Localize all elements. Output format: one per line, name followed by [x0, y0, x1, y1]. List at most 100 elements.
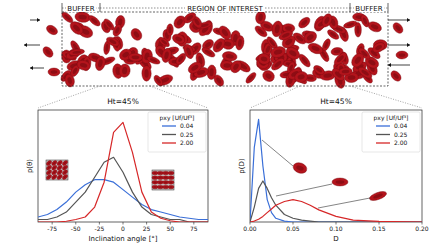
cell — [45, 23, 59, 36]
connector — [150, 86, 208, 108]
cell-dimple — [161, 39, 168, 46]
divider — [62, 3, 63, 12]
cell — [68, 19, 86, 37]
cell-body — [294, 70, 309, 84]
cell-dimple — [53, 166, 57, 169]
cell-body — [62, 174, 69, 181]
cell-dimple — [295, 35, 304, 43]
cell-dimple — [324, 41, 330, 49]
cell — [41, 45, 55, 59]
pointer-arrow — [262, 140, 293, 166]
cell-dimple — [79, 62, 87, 68]
cell-dimple — [221, 28, 229, 37]
cell-dimple — [159, 177, 162, 179]
cell — [146, 55, 161, 66]
cell — [105, 35, 121, 48]
cell — [269, 45, 287, 59]
cell — [331, 47, 344, 56]
cell-dimple — [63, 175, 67, 178]
cell — [168, 181, 174, 185]
cell-body — [146, 55, 161, 66]
cell — [182, 11, 198, 26]
cell-body — [163, 176, 169, 180]
cell — [391, 21, 405, 35]
cell-body — [257, 52, 272, 66]
cell-dimple — [336, 54, 345, 63]
cell — [307, 41, 325, 55]
cell-dimple — [362, 17, 368, 25]
inset-frame — [46, 160, 68, 180]
cell-body — [129, 26, 144, 42]
cell-body — [105, 35, 121, 48]
cell-dimple — [281, 32, 290, 39]
cell — [271, 20, 284, 38]
cell — [244, 71, 257, 85]
cell-dimple — [215, 41, 223, 50]
legend: pxy [Uf/Uf³]0.040.252.00 — [148, 112, 206, 152]
cell-body — [297, 15, 312, 30]
cell-body — [142, 66, 151, 82]
cell-dimple — [300, 19, 308, 26]
cell-dimple — [342, 70, 350, 74]
legend-box — [148, 112, 206, 152]
cell — [321, 38, 332, 52]
cell-dimple — [224, 41, 232, 47]
connector — [250, 86, 300, 108]
cell — [48, 68, 60, 76]
cell-dimple — [257, 28, 265, 36]
legend-swatch — [162, 125, 176, 126]
cell — [129, 26, 144, 42]
x-tick-label: 0.20 — [415, 225, 429, 232]
cell-dimple — [169, 172, 172, 174]
cell-dimple — [44, 48, 51, 55]
cell — [366, 20, 383, 34]
cell — [171, 32, 186, 45]
cell-body — [87, 14, 102, 28]
cell — [174, 52, 188, 67]
shape-icons — [262, 140, 388, 208]
cell-body — [355, 22, 362, 37]
simulation-domain: BUFFERREGION OF INTERESTBUFFER — [24, 3, 410, 89]
cell-dimple — [186, 14, 194, 21]
cell-body — [307, 41, 325, 55]
legend-swatch — [376, 142, 390, 143]
cell-body — [163, 171, 169, 175]
cell-body — [166, 24, 173, 36]
cell-body — [168, 171, 174, 175]
cell-dimple — [72, 50, 81, 54]
cell-body — [152, 185, 158, 189]
cell — [51, 174, 58, 181]
cell — [168, 176, 174, 180]
cell-dimple — [194, 18, 201, 26]
cell-body — [332, 178, 348, 186]
cell-dimple — [169, 186, 172, 188]
chart-title: Ht=45% — [107, 97, 139, 106]
cell-dimple — [209, 68, 214, 76]
cell — [152, 176, 158, 180]
cell-body — [391, 21, 405, 35]
cell — [46, 174, 53, 181]
cell-dimple — [67, 77, 73, 85]
cell-dimple — [370, 23, 379, 30]
cell — [371, 41, 387, 55]
cell-dimple — [72, 24, 81, 33]
cell-dimple — [258, 13, 264, 21]
cell — [69, 48, 85, 56]
cell-dimple — [164, 177, 167, 179]
pointer-arrow — [276, 184, 332, 196]
cell-body — [271, 20, 284, 38]
x-tick-label: 0.10 — [329, 225, 343, 232]
cell-body — [186, 60, 203, 76]
cell — [235, 35, 245, 50]
cell — [163, 181, 169, 185]
chart: Ht=45%0.000.050.100.150.20Dp(D)pxy [Uf/U… — [238, 97, 429, 243]
cell-body — [171, 32, 186, 45]
cell — [163, 171, 169, 175]
cell-dimple — [225, 54, 234, 59]
cell-dimple — [155, 77, 161, 84]
cell-dimple — [237, 39, 242, 47]
cell-dimple — [47, 166, 51, 169]
legend-label: 0.25 — [394, 131, 408, 138]
cell-dimple — [105, 44, 109, 52]
cell-dimple — [190, 64, 199, 72]
